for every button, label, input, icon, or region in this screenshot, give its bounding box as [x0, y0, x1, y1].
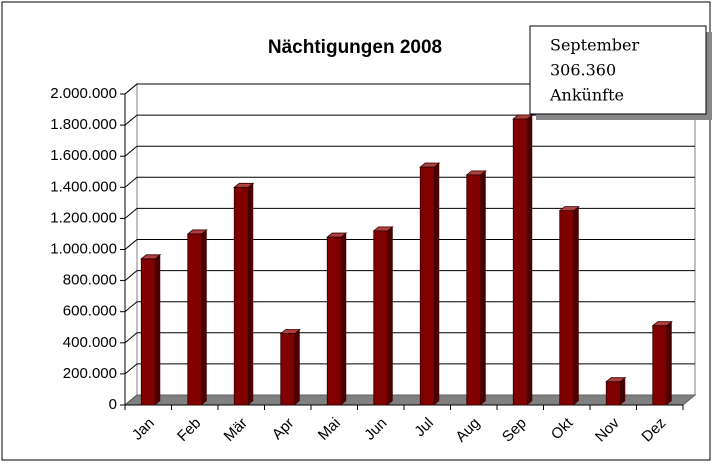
- bar-top: [419, 162, 441, 168]
- tooltip-text: Ankünfte: [549, 86, 624, 105]
- bar-side: [666, 321, 672, 405]
- bar-top: [233, 182, 255, 188]
- grid-line: [124, 239, 695, 250]
- y-tick-label: 1.200.000: [50, 209, 117, 226]
- bar-side: [294, 329, 300, 405]
- plot-area: 0 200.000 400.000 600.000 800.000 1.000.000 1.…: [50, 82, 697, 446]
- grid-line: [124, 363, 695, 375]
- bar: [652, 325, 668, 406]
- tooltip: September 306.360 Ankünfte: [529, 25, 712, 120]
- bar-side: [573, 206, 579, 405]
- tooltip-text: September: [550, 36, 639, 55]
- bar: [233, 186, 249, 406]
- grid-line: [124, 270, 695, 281]
- bar: [373, 230, 389, 406]
- chart-title: Nächtigungen 2008: [268, 37, 442, 58]
- bar-top: [512, 114, 534, 120]
- y-tick-label: 1.000.000: [50, 240, 117, 257]
- bar-top: [465, 170, 487, 176]
- bar-top: [605, 377, 627, 383]
- bar: [605, 381, 621, 406]
- bar: [140, 258, 156, 406]
- grid-line: [124, 114, 695, 126]
- bar: [326, 236, 342, 406]
- y-tick-label: 200.000: [63, 365, 117, 382]
- y-tick-label: 1.600.000: [50, 147, 117, 164]
- y-tick-label: 2.000.000: [50, 85, 117, 102]
- bar-top: [279, 329, 301, 334]
- bar: [559, 210, 575, 406]
- y-tick-label: 800.000: [63, 272, 117, 289]
- y-tick-label: 1.400.000: [50, 178, 117, 195]
- y-tick-label: 0: [109, 396, 117, 413]
- bar-top: [558, 206, 580, 212]
- y-tick-label: 600.000: [63, 303, 117, 320]
- grid-line: [124, 176, 695, 188]
- bar-top: [651, 321, 673, 327]
- y-tick-label: 400.000: [63, 334, 117, 351]
- tooltip-text: 306.360: [550, 61, 616, 80]
- bar: [187, 233, 203, 406]
- bar-side: [480, 170, 486, 405]
- bar-side: [620, 377, 626, 405]
- bar: [280, 333, 296, 406]
- grid-line: [124, 207, 695, 219]
- bar-top: [140, 254, 162, 260]
- tooltip-box: [529, 25, 707, 115]
- bar-side: [387, 226, 393, 405]
- grid-line: [124, 301, 695, 313]
- bar-top: [326, 232, 348, 238]
- bar-top: [186, 229, 208, 235]
- y-tick-label: 1.800.000: [50, 116, 117, 133]
- grid-line: [124, 83, 695, 95]
- grid-line: [124, 332, 695, 344]
- bar-side: [434, 163, 440, 405]
- grid-line: [124, 145, 695, 157]
- bar-side: [248, 183, 254, 405]
- bar: [419, 166, 435, 406]
- bar: [466, 174, 482, 406]
- bar-top: [372, 226, 394, 232]
- bar-side: [201, 229, 207, 405]
- bar-side: [527, 114, 533, 405]
- bar: [512, 118, 528, 406]
- bar-side: [341, 233, 347, 405]
- bar-side: [155, 254, 161, 405]
